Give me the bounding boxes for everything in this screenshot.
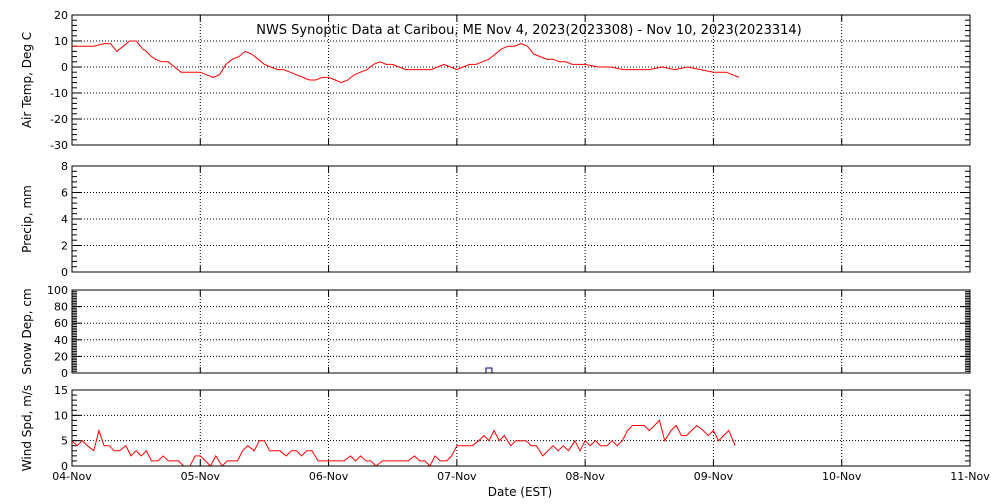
- y-tick-label: 6: [61, 187, 68, 200]
- y-tick-label: 15: [54, 384, 68, 397]
- panel-snow-depth: 100 80 60 40 20 0 Snow Dep, cm: [20, 284, 971, 380]
- y-tick-label: 4: [61, 213, 68, 226]
- y-tick-label: 0: [61, 367, 68, 380]
- x-tick-label: 05-Nov: [181, 470, 221, 483]
- y-tick-label: 10: [54, 409, 68, 422]
- y-tick-label: 20: [54, 9, 68, 22]
- y-axis-label: Air Temp, Deg C: [20, 32, 34, 128]
- panel-frame: [71, 389, 971, 467]
- y-tick-label: 0: [61, 266, 68, 279]
- y-tick-label: 0: [61, 61, 68, 74]
- y-tick-label: 100: [47, 284, 68, 297]
- x-tick-label: 06-Nov: [309, 470, 349, 483]
- x-axis-label: Date (EST): [488, 485, 552, 499]
- panel-frame: [71, 165, 971, 273]
- panel-precip: 8 6 4 2 0 Precip, mm: [20, 160, 971, 279]
- y-tick-label: 20: [54, 350, 68, 363]
- y-tick-label: 80: [54, 301, 68, 314]
- y-axis-label: Precip, mm: [20, 185, 34, 253]
- panel-air-temp: 20 10 0 -10 -20 -30 Air Temp, Deg C: [20, 9, 971, 152]
- x-tick-label: 09-Nov: [694, 470, 734, 483]
- y-tick-label: 0: [61, 460, 68, 473]
- y-tick-label: 8: [61, 160, 68, 173]
- y-axis-label: Snow Dep, cm: [20, 288, 34, 374]
- x-tick-label: 08-Nov: [565, 470, 605, 483]
- y-tick-label: -10: [50, 87, 68, 100]
- y-tick-label: 2: [61, 240, 68, 253]
- panel-frame: [71, 289, 971, 374]
- series-line-air-temp: [72, 40, 740, 84]
- panel-wind-speed: 15 10 5 0 Wind Spd, m/s: [20, 384, 971, 473]
- y-tick-label: 60: [54, 317, 68, 330]
- x-tick-label: 07-Nov: [437, 470, 477, 483]
- x-tick-label: 11-Nov: [950, 470, 990, 483]
- x-tick-label: 10-Nov: [822, 470, 862, 483]
- chart-title: NWS Synoptic Data at Caribou, ME Nov 4, …: [256, 23, 802, 38]
- series-line-wind-speed: [71, 419, 736, 467]
- y-tick-label: 40: [54, 334, 68, 347]
- y-tick-label: -20: [50, 113, 68, 126]
- y-tick-label: -30: [50, 139, 68, 152]
- y-tick-label: 10: [54, 35, 68, 48]
- x-tick-label: 04-Nov: [52, 470, 92, 483]
- panel-frame: [71, 14, 971, 146]
- y-axis-label: Wind Spd, m/s: [20, 385, 34, 471]
- y-tick-label: 5: [61, 435, 68, 448]
